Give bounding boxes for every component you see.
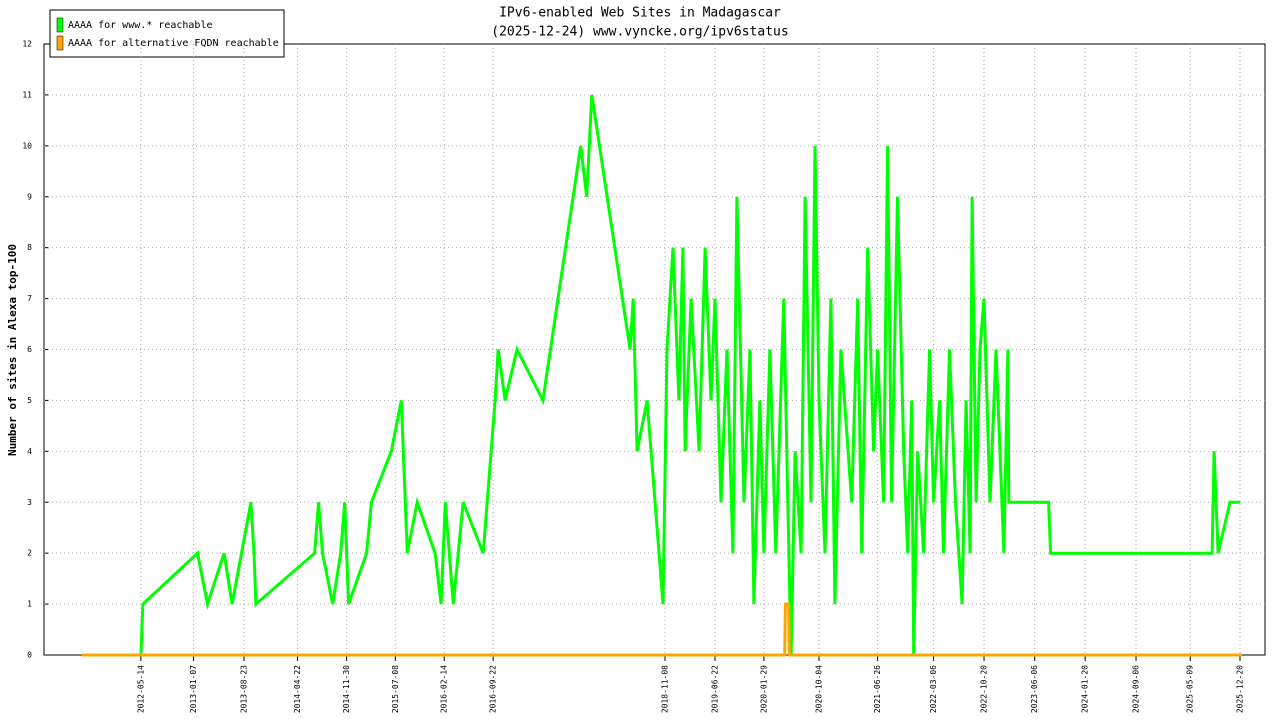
x-tick-label: 2014-11-30: [342, 665, 351, 713]
x-tick-label: 2025-12-20: [1236, 665, 1245, 713]
x-tick-label: 2020-01-29: [759, 665, 768, 713]
y-tick-label: 3: [27, 498, 32, 507]
x-tick-label: 2018-11-08: [661, 665, 670, 713]
y-axis-label: Number of sites in Alexa top-100: [6, 244, 19, 456]
x-tick-label: 2019-06-22: [711, 665, 720, 713]
y-tick-label: 12: [22, 40, 32, 49]
x-tick-label: 2022-03-06: [929, 665, 938, 713]
y-tick-label: 4: [27, 447, 32, 456]
chart-subtitle: (2025-12-24) www.vyncke.org/ipv6status: [491, 25, 788, 40]
x-tick-label: 2013-01-07: [189, 665, 198, 713]
x-tick-label: 2020-10-04: [814, 665, 823, 713]
y-tick-label: 5: [27, 396, 32, 405]
x-tick-label: 2016-02-14: [440, 665, 449, 713]
x-tick-label: 2021-06-26: [873, 665, 882, 713]
x-tick-label: 2023-06-06: [1030, 665, 1039, 713]
x-tick-label: 2013-08-23: [239, 665, 248, 713]
y-tick-label: 8: [27, 243, 32, 252]
legend-label: AAAA for www.* reachable: [68, 20, 213, 31]
legend-label: AAAA for alternative FQDN reachable: [68, 38, 279, 49]
y-tick-label: 6: [27, 345, 32, 354]
series-line: [139, 94, 1240, 656]
x-tick-label: 2025-05-09: [1186, 665, 1195, 713]
series-line: [81, 602, 1242, 657]
legend-swatch: [56, 35, 64, 51]
chart-title: IPv6-enabled Web Sites in Madagascar: [499, 6, 781, 21]
y-tick-label: 11: [22, 90, 32, 99]
y-tick-label: 7: [27, 294, 32, 303]
x-tick-label: 2012-05-14: [136, 665, 145, 713]
x-tick-label: 2016-09-22: [489, 665, 498, 713]
y-tick-label: 0: [27, 651, 32, 660]
x-tick-label: 2024-01-20: [1081, 665, 1090, 713]
y-tick-label: 9: [27, 192, 32, 201]
y-tick-label: 10: [22, 141, 32, 150]
x-tick-label: 2014-04-22: [293, 665, 302, 713]
x-tick-label: 2024-09-06: [1132, 665, 1141, 713]
y-tick-label: 1: [27, 600, 32, 609]
x-tick-label: 2022-10-20: [980, 665, 989, 713]
legend-swatch: [56, 17, 64, 33]
x-tick-label: 2015-07-08: [391, 665, 400, 713]
legend-box: [49, 9, 285, 58]
y-tick-label: 2: [27, 549, 32, 558]
